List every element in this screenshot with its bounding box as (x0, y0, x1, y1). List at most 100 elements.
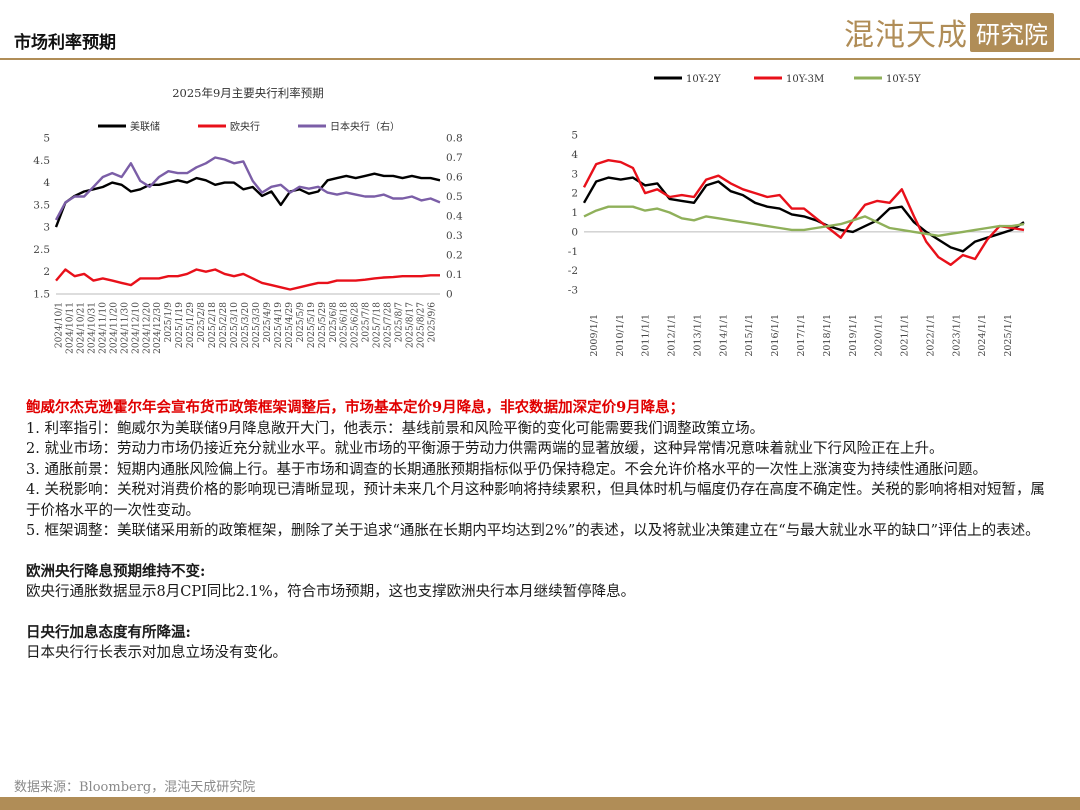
x-tick-label-14: 2023/1/1 (951, 314, 962, 357)
x-tick-label-6: 2015/1/1 (744, 314, 755, 357)
x-tick-label-0: 2024/10/1 (54, 302, 64, 348)
x-tick-label-10: 2019/1/1 (848, 314, 859, 357)
series-line-1 (55, 268, 440, 291)
y-left-tick-1: -2 (568, 265, 578, 277)
footer-bar (0, 797, 1080, 810)
x-tick-label-13: 2022/1/1 (925, 314, 936, 357)
x-tick-label-10: 2025/1/9 (164, 302, 174, 343)
boj-text: 日本央行行长表示对加息立场没有变化。 (26, 645, 287, 661)
x-tick-label-12: 2021/1/1 (900, 314, 911, 357)
boj-heading: 日央行加息态度有所降温: (26, 623, 191, 641)
x-tick-label-3: 2024/10/31 (87, 302, 97, 354)
y-left-tick-6: 3 (571, 168, 578, 180)
chart-title: 2025年9月主要央行利率预期 (172, 86, 324, 100)
y-right-tick-6: 0.6 (446, 172, 463, 184)
series-line-0 (582, 176, 1025, 253)
page-title: 市场利率预期 (14, 33, 116, 53)
legend-label-2: 日本央行（右） (330, 120, 400, 133)
x-tick-label-25: 2025/6/8 (329, 302, 339, 343)
x-tick-label-4: 2013/1/1 (692, 314, 703, 357)
x-tick-label-30: 2025/7/28 (384, 302, 394, 348)
legend-label-1: 欧央行 (230, 120, 260, 133)
x-tick-label-8: 2017/1/1 (796, 314, 807, 357)
legend-label-2: 10Y-5Y (886, 74, 921, 85)
y-right-tick-0: 0 (446, 289, 453, 301)
y-left-tick-0: 1.5 (33, 289, 50, 301)
series-line-2 (54, 156, 441, 221)
x-tick-label-19: 2025/4/9 (263, 302, 273, 343)
legend-label-1: 10Y-3M (786, 74, 824, 85)
x-tick-label-8: 2024/12/20 (142, 302, 152, 354)
y-left-tick-7: 5 (43, 133, 50, 145)
point-2: 2. 就业市场：劳动力市场仍接近充分就业水平。就业市场的平衡源于劳动力供需两端的… (26, 441, 944, 457)
x-tick-label-22: 2025/5/9 (296, 302, 306, 343)
y-left-tick-4: 1 (571, 207, 578, 219)
x-tick-label-5: 2014/1/1 (718, 314, 729, 357)
x-tick-label-14: 2025/2/18 (208, 302, 218, 348)
x-tick-label-11: 2020/1/1 (874, 314, 885, 357)
ecb-heading: 欧洲央行降息预期维持不变: (26, 562, 206, 580)
x-tick-label-31: 2025/8/7 (395, 302, 405, 343)
y-right-tick-3: 0.3 (446, 230, 463, 242)
y-left-tick-2: -1 (568, 246, 578, 258)
x-tick-label-29: 2025/7/18 (373, 302, 383, 348)
x-tick-label-18: 2025/3/30 (252, 302, 262, 348)
y-left-tick-3: 0 (571, 226, 578, 238)
y-left-tick-3: 3 (43, 222, 50, 234)
x-tick-label-15: 2024/1/1 (977, 314, 988, 357)
x-tick-label-4: 2024/11/10 (98, 302, 108, 354)
legend-label-0: 10Y-2Y (686, 74, 721, 85)
y-left-tick-5: 2 (571, 188, 578, 200)
x-tick-label-20: 2025/4/19 (274, 302, 284, 348)
x-tick-label-11: 2025/1/19 (175, 302, 185, 348)
header-divider (0, 58, 1080, 60)
y-right-tick-7: 0.7 (446, 152, 463, 164)
series-line-0 (54, 172, 441, 228)
x-tick-label-3: 2012/1/1 (667, 314, 678, 357)
x-tick-label-9: 2018/1/1 (822, 314, 833, 357)
y-left-tick-6: 4.5 (33, 155, 50, 167)
brand-logo: 混沌天成 研究院 (844, 12, 1054, 53)
x-tick-label-0: 2009/1/1 (589, 314, 600, 357)
x-tick-label-32: 2025/8/17 (406, 302, 416, 348)
y-right-tick-4: 0.4 (446, 211, 463, 223)
x-tick-label-26: 2025/6/18 (340, 302, 350, 348)
ecb-text: 欧央行通胀数据显示8月CPI同比2.1%，符合市场预期，这也支撑欧洲央行本月继续… (26, 584, 636, 600)
x-tick-label-21: 2025/4/29 (285, 302, 295, 348)
y-left-tick-5: 4 (43, 177, 50, 189)
y-right-tick-1: 0.1 (446, 269, 463, 281)
headline: 鲍威尔杰克逊霍尔年会宣布货币政策框架调整后，市场基本定价9月降息，非农数据加深定… (26, 399, 685, 416)
x-tick-label-16: 2025/1/1 (1003, 314, 1014, 357)
logo-badge: 研究院 (970, 12, 1054, 52)
x-tick-label-16: 2025/3/10 (230, 302, 240, 348)
point-1: 1. 利率指引：鲍威尔为美联储9月降息敞开大门，他表示：基线前景和风险平衡的变化… (26, 420, 765, 437)
point-4: 4. 关税影响：关税对消费价格的影响现已清晰显现，预计未来几个月这种影响将持续累… (26, 482, 1045, 519)
x-tick-label-33: 2025/8/27 (417, 302, 427, 348)
y-left-tick-1: 2 (43, 266, 50, 278)
legend-label-0: 美联储 (130, 120, 160, 133)
x-tick-label-5: 2024/11/20 (109, 302, 119, 354)
logo-text: 混沌天成 (844, 18, 968, 53)
x-tick-label-2: 2024/10/21 (76, 302, 86, 354)
x-tick-label-28: 2025/7/8 (362, 302, 372, 343)
x-tick-label-7: 2024/12/10 (131, 302, 141, 354)
y-left-tick-0: -3 (568, 285, 578, 297)
y-left-tick-2: 2.5 (33, 244, 50, 256)
x-tick-label-27: 2025/6/28 (351, 302, 361, 348)
y-left-tick-7: 4 (571, 149, 578, 161)
point-5: 5. 框架调整：美联储采用新的政策框架，删除了关于追求“通胀在长期内平均达到2%… (26, 523, 1040, 539)
y-left-tick-4: 3.5 (33, 199, 50, 211)
x-tick-label-12: 2025/1/29 (186, 302, 196, 348)
y-left-tick-8: 5 (571, 130, 578, 142)
x-tick-label-9: 2024/12/30 (153, 302, 163, 354)
x-tick-label-1: 2024/10/11 (65, 302, 75, 354)
x-tick-label-24: 2025/5/29 (318, 302, 328, 348)
series-line-2 (583, 205, 1025, 238)
y-right-tick-2: 0.2 (446, 250, 463, 262)
series-line-1 (582, 158, 1025, 267)
x-tick-label-1: 2010/1/1 (615, 314, 626, 357)
x-tick-label-34: 2025/9/6 (428, 302, 438, 343)
x-tick-label-13: 2025/2/8 (197, 302, 207, 343)
x-tick-label-2: 2011/1/1 (641, 314, 652, 357)
